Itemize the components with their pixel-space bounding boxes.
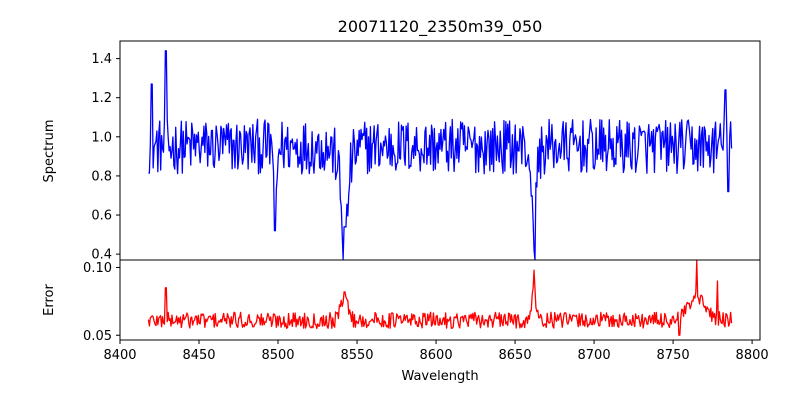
spectrum-y-tick-label: 1.0 [91, 130, 112, 145]
spectrum-y-tick-label: 1.4 [91, 52, 112, 67]
error-x-tick-label: 8750 [657, 348, 690, 363]
error-panel: 0.05 0.10 8400 8450 8500 8550 8600 8650 8700 875… [42, 259, 769, 384]
error-x-tick-label: 8500 [261, 348, 294, 363]
spectrum-y-label: Spectrum [42, 120, 57, 183]
error-x-tick-label: 8650 [499, 348, 532, 363]
error-line-0 [147, 260, 733, 336]
error-x-tick-label: 8800 [736, 348, 769, 363]
error-y-tick-label: 0.05 [83, 329, 112, 344]
error-y-ticks: 0.05 0.10 [83, 261, 120, 344]
spectrum-y-ticks: 0.4 0.6 0.8 1.0 1.2 1.4 [91, 52, 120, 263]
error-series [147, 260, 733, 336]
error-x-tick-label: 8400 [103, 348, 136, 363]
spectrum-line-0 [148, 50, 733, 261]
error-x-ticks: 8400 8450 8500 8550 8600 8650 8700 8750 8800 [103, 340, 769, 363]
error-x-tick-label: 8450 [182, 348, 215, 363]
spectrum-plot-area [120, 41, 760, 260]
spectrum-y-tick-label: 1.2 [91, 91, 112, 106]
error-y-label: Error [42, 284, 57, 316]
spectrum-y-tick-label: 0.8 [91, 169, 112, 184]
spectrum-series [148, 50, 733, 261]
x-axis-label: Wavelength [401, 369, 478, 384]
error-x-tick-label: 8600 [420, 348, 453, 363]
spectrum-panel: 0.4 0.6 0.8 1.0 1.2 1.4 Spectrum [42, 40, 761, 264]
error-y-tick-label: 0.10 [83, 261, 112, 276]
error-x-tick-label: 8550 [340, 348, 373, 363]
chart-title: 20071120_2350m39_050 [338, 17, 543, 37]
error-plot-area [120, 260, 760, 340]
spectrum-y-tick-label: 0.6 [91, 209, 112, 224]
error-plot-frame [119, 259, 761, 341]
spectrum-y-tick-label: 0.4 [91, 248, 112, 263]
error-x-tick-label: 8700 [578, 348, 611, 363]
